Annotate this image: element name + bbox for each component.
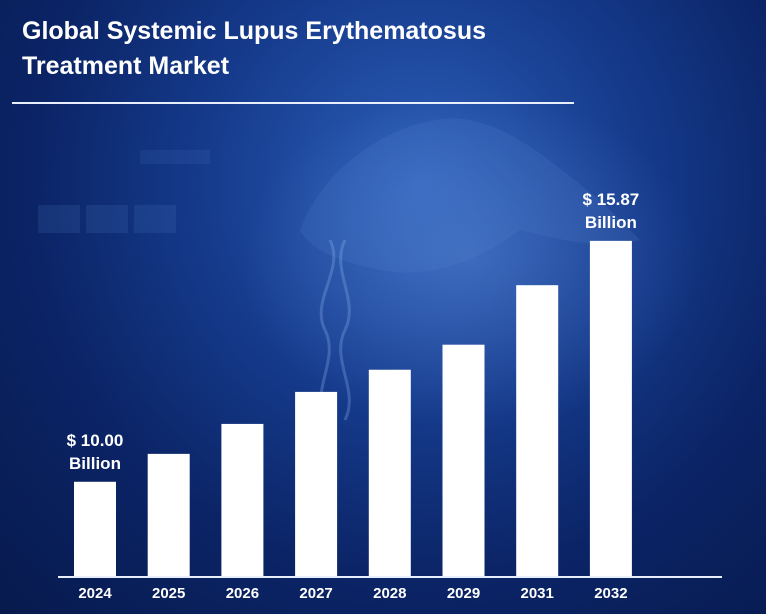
- x-tick-label-2031: 2031: [521, 585, 554, 602]
- data-label-2032-line-1: $ 15.87: [583, 190, 640, 209]
- x-tick-label-2027: 2027: [299, 585, 332, 602]
- x-tick-label-2029: 2029: [447, 585, 480, 602]
- data-label-2032-line-2: Billion: [585, 213, 637, 232]
- x-tick-label-2032: 2032: [594, 585, 627, 602]
- bar-2026: [221, 423, 264, 577]
- chart-title-line-1: Global Systemic Lupus Erythematosus: [22, 17, 487, 45]
- x-tick-label-2026: 2026: [226, 585, 259, 602]
- chart-title-line-2: Treatment Market: [22, 52, 230, 80]
- bar-2032: [589, 240, 632, 577]
- data-label-2024-line-1: $ 10.00: [67, 431, 124, 450]
- bar-2024: [74, 481, 116, 577]
- title-divider: [12, 102, 574, 104]
- x-tick-label-2025: 2025: [152, 585, 185, 602]
- bar-2031: [516, 285, 559, 577]
- bar-2025: [147, 453, 190, 577]
- bar-2029: [442, 344, 485, 577]
- data-label-2024-line-2: Billion: [69, 454, 121, 473]
- chart-title: Global Systemic Lupus Erythematosus Trea…: [22, 14, 642, 84]
- x-tick-label-2024: 2024: [78, 585, 112, 602]
- x-tick-label-2028: 2028: [373, 585, 406, 602]
- bar-2027: [295, 391, 338, 577]
- bar-2028: [368, 369, 411, 577]
